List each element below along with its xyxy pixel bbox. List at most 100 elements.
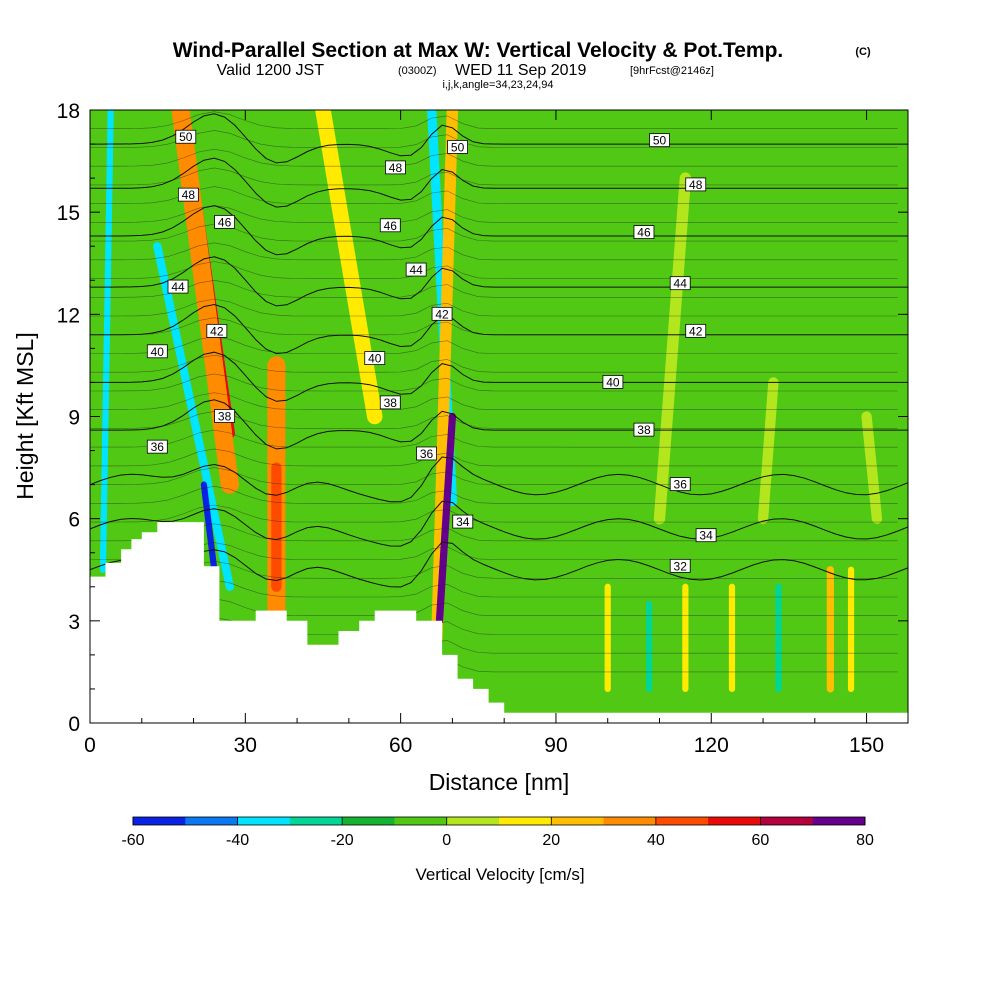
updraft-right-core xyxy=(435,412,457,625)
colorbar-swatch xyxy=(603,817,657,825)
isentrope-label: 40 xyxy=(364,351,386,366)
isentrope-minor xyxy=(90,130,898,148)
y-tick-label: 6 xyxy=(68,509,80,532)
isentrope-50 xyxy=(90,113,908,164)
isentrope-minor xyxy=(90,542,898,560)
isentrope-minor xyxy=(90,111,898,129)
colorbar-swatch xyxy=(342,817,395,825)
isentrope-label-text: 44 xyxy=(409,263,423,277)
isentrope-minor xyxy=(90,279,898,298)
isentrope-label-text: 40 xyxy=(151,345,165,359)
isentrope-label-text: 36 xyxy=(674,478,688,492)
yellow-band-mid xyxy=(315,110,383,425)
isentrope-label: 32 xyxy=(669,558,691,573)
isentrope-minor xyxy=(90,392,898,410)
colorbar-swatch xyxy=(133,817,186,825)
isentrope-label-text: 46 xyxy=(384,219,398,233)
chart-title: Wind-Parallel Section at Max W: Vertical… xyxy=(173,39,784,62)
isentrope-label: 40 xyxy=(146,344,168,359)
y-tick-label: 12 xyxy=(57,304,80,327)
valid-time: Valid 1200 JST xyxy=(217,62,325,79)
colorbar-tick-label: -20 xyxy=(331,832,354,849)
isentrope-minor xyxy=(90,523,898,542)
isentrope-label-text: 42 xyxy=(689,324,703,338)
colorbar-tick-label: -60 xyxy=(121,832,144,849)
isentrope-minor xyxy=(90,186,898,204)
isentrope-label: 48 xyxy=(385,160,406,175)
yellow-band-east2 xyxy=(757,377,779,524)
colorbar-swatch xyxy=(289,817,343,825)
isentrope-label: 36 xyxy=(416,446,437,461)
downdraft-left-core xyxy=(200,481,218,573)
isentrope-label-text: 48 xyxy=(689,178,703,192)
colorbar-swatch xyxy=(237,817,291,825)
isentrope-44 xyxy=(90,256,908,307)
colorbar-swatch xyxy=(551,817,605,825)
isentrope-label: 34 xyxy=(452,514,474,529)
isentrope-label: 50 xyxy=(175,129,197,144)
colorbar-swatch xyxy=(185,817,239,825)
isentrope-label-text: 44 xyxy=(171,280,185,294)
isentrope-label-text: 36 xyxy=(151,440,165,454)
isentrope-label-text: 42 xyxy=(435,307,449,321)
y-tick-label: 15 xyxy=(57,202,80,225)
isentrope-label: 44 xyxy=(405,262,427,277)
forecast-info: [9hrFcst@2146z] xyxy=(630,65,714,77)
strong-updraft-right xyxy=(431,110,459,644)
valid-date: WED 11 Sep 2019 xyxy=(455,62,586,79)
isentrope-label: 44 xyxy=(167,279,189,294)
cyan-ribbon-west xyxy=(99,110,114,573)
isentrope-minor xyxy=(90,317,898,336)
isentrope-label: 50 xyxy=(649,133,670,148)
colorbar-tick-label: 80 xyxy=(856,832,874,849)
isentrope-label-text: 50 xyxy=(653,134,667,148)
isentrope-minor xyxy=(90,467,898,485)
y-tick-label: 3 xyxy=(68,611,80,634)
isentrope-label: 34 xyxy=(695,528,717,543)
isentrope-minor xyxy=(90,298,898,317)
colorbar-swatch xyxy=(394,817,448,825)
x-tick-label: 60 xyxy=(389,734,412,757)
x-tick-label: 90 xyxy=(544,734,567,757)
isentrope-48 xyxy=(90,157,908,208)
isentrope-layer xyxy=(90,111,908,673)
isentrope-label-text: 44 xyxy=(674,277,688,291)
colorbar-tick-label: 40 xyxy=(647,832,665,849)
isentrope-36 xyxy=(90,456,908,503)
isentrope-minor xyxy=(90,504,898,523)
isentrope-label-text: 50 xyxy=(451,140,465,154)
isentrope-minor xyxy=(90,579,898,598)
isentrope-label-text: 40 xyxy=(606,375,620,389)
isentrope-label: 42 xyxy=(206,323,228,338)
isentrope-minor xyxy=(90,148,898,167)
isentrope-minor xyxy=(90,354,898,373)
isentrope-label-text: 48 xyxy=(389,161,403,175)
isentrope-label: 36 xyxy=(669,477,691,492)
isentrope-minor xyxy=(90,336,898,354)
colorbar-swatch xyxy=(655,817,709,825)
isentrope-label: 46 xyxy=(633,225,655,240)
isentrope-label-text: 46 xyxy=(637,226,651,240)
colorbar-swatch xyxy=(499,817,552,825)
isentrope-label: 46 xyxy=(214,214,236,229)
isentrope-40 xyxy=(90,351,908,402)
y-axis-title: Height [Kft MSL] xyxy=(12,332,38,499)
terrain-mask xyxy=(90,522,908,723)
isentrope-minor xyxy=(90,598,898,616)
isentrope-label-text: 38 xyxy=(384,396,398,410)
isentrope-label-text: 38 xyxy=(637,423,651,437)
isentrope-label: 42 xyxy=(431,306,453,321)
isentrope-minor xyxy=(90,242,898,261)
yellow-band-east1 xyxy=(653,172,692,525)
x-tick-label: 150 xyxy=(849,734,884,757)
isentrope-minor xyxy=(90,617,898,635)
isentrope-34 xyxy=(90,500,908,547)
isentrope-label-text: 34 xyxy=(456,515,470,529)
isentrope-minor xyxy=(90,205,898,223)
isentrope-minor xyxy=(90,429,898,448)
isentrope-minor xyxy=(90,167,898,186)
isentrope-label: 38 xyxy=(633,422,655,437)
colorbar: -60 -40 -20 0 20 40 60 80 xyxy=(121,816,874,849)
isentrope-minor xyxy=(90,373,898,392)
